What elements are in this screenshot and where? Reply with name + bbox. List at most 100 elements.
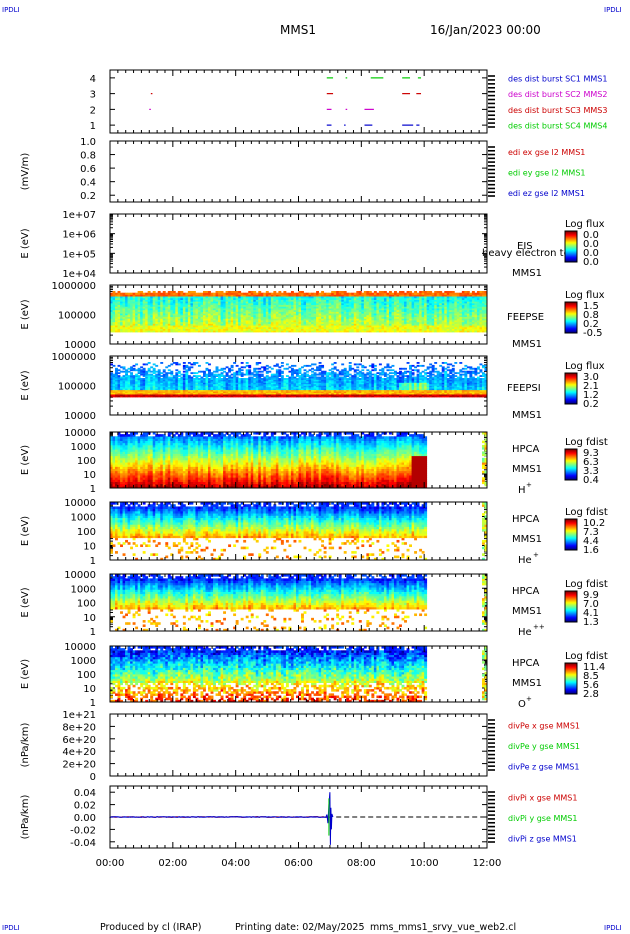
panel-feepse-cell [127,316,131,319]
panel-feepse-cell [391,299,395,302]
panel-feepse-cell [351,311,355,314]
panel-feepse-cell [424,309,428,312]
panel-feepse-cell [343,330,347,333]
panel-feepse-cell [205,314,209,318]
panel-feepse-cell [285,308,289,311]
panel-feepse-cell [288,297,292,300]
panel-feepse-cell [318,311,322,314]
panel-feepse-cell [172,294,176,297]
panel-feepse-cell [250,292,254,295]
panel-feepse-cell [386,309,390,312]
panel-feepse-cell [353,318,357,321]
panel-feepsi-cell [170,376,174,379]
panel-feepse-cell [368,323,372,326]
panel-feepse-cell [363,302,367,306]
panel-feepse-cell [270,311,274,314]
panel-feepse-cell [208,311,211,314]
panel-feepse-cell [270,309,274,312]
panel-feepse-cell [117,309,121,312]
panel-feepse-cell [331,308,335,311]
panel-feepsi-cell [160,362,164,364]
panel-feepse-cell [147,313,151,316]
panel-feepse-cell [424,291,428,294]
panel-feepse-cell [409,306,412,309]
panel-feepse-cell [401,326,405,329]
panel-feepse-cell [326,306,330,309]
panel-feepse-cell [321,330,325,333]
panel-feepse-cell [366,313,370,316]
panel-feepse-cell [308,314,312,318]
panel-feepse-cell [321,309,325,312]
panel-feepse-cell [441,299,445,302]
panel-feepse-cell [202,302,206,306]
panel-feepse-cell [396,297,400,300]
panel-feepsi-cell [140,369,144,372]
panel-feepse-cell [406,325,410,328]
panel-feepse-cell [391,301,395,304]
panel-feepse-cell [456,292,460,295]
panel-feepse-cell [376,321,380,324]
panel-feepse-cell [197,316,201,319]
panel-feepse-cell [313,292,317,295]
panel-feepse-cell [323,299,327,302]
panel-feepse-cell [187,320,191,323]
panel-feepse-cell [225,330,229,333]
panel-feepse-cell [225,291,229,294]
panel-feepse-cell [238,314,242,318]
panel-feepse-cell [454,306,458,309]
panel-feepse-cell [112,320,116,323]
panel-feepse-cell [157,297,161,300]
panel-feepse-cell [160,311,164,314]
panel-feepse-cell [167,323,171,326]
panel-feepse-cell [404,314,407,318]
panel-feepse-cell [228,314,232,318]
panel-feepse-cell [378,323,382,326]
panel-feepse-cell [167,325,171,328]
panel-feepse-cell [157,313,161,316]
panel-feepse-cell [240,306,244,309]
panel-feepse-cell [351,313,355,316]
panel-feepsi-cell [195,372,199,375]
panel-feepse-cell [406,299,410,302]
panel-feepse-cell [243,296,247,299]
panel-feepse-cell [396,314,400,318]
panel-feepse-cell [132,299,136,302]
panel-feepse-cell [283,311,287,314]
panel-feepse-cell [371,292,375,295]
panel-feepse-cell [225,299,229,302]
panel-feepse-cell [215,323,219,326]
panel-feepse-cell [383,309,387,312]
panel-feepse-cell [270,294,274,297]
panel-feepse-cell [456,316,460,319]
panel-feepse-cell [165,311,169,314]
panel-feepse-cell [436,309,440,312]
panel-feepse-cell [285,318,289,321]
panel-feepse-cell [187,296,191,299]
panel-feepse-cell [338,297,342,300]
panel-feepse-cell [356,296,360,299]
panel-feepse-cell [255,309,259,312]
panel-feepse-cell [228,330,232,333]
panel-feepse-cell [162,311,166,314]
panel-feepse-cell [127,309,131,312]
panel-feepse-cell [200,320,204,323]
panel-feepse-cell [343,308,347,311]
panel-feepse-cell [414,308,418,311]
panel-feepse-cell [157,326,161,329]
panel-eis-frame [109,213,488,274]
panel-feepse-cell [381,301,385,304]
panel-feepse-cell [215,294,219,297]
panel-feepse-cell [444,328,448,331]
panel-feepse-cell [343,313,347,316]
panel-feepse-cell [117,302,121,306]
panel-feepse-cell [434,318,438,321]
panel-feepse-cell [205,330,209,333]
panel-feepse-cell [145,320,149,323]
panel-feepse-cell [233,313,237,316]
panel-feepse-cell [273,320,277,323]
panel-feepse-cell [424,294,428,297]
panel-feepse-cell [456,321,460,324]
panel-feepse-cell [115,302,118,306]
panel-feepse-cell [376,318,380,321]
panel-feepse-cell [110,326,113,329]
